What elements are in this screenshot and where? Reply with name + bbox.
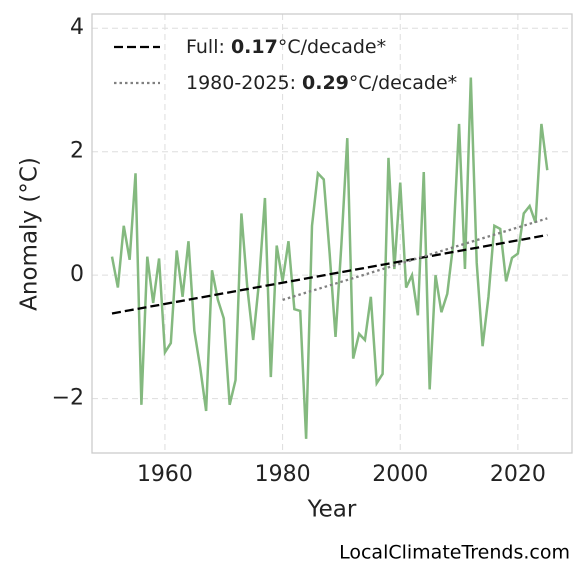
- legend-label: 1980-2025: 0.29°C/decade*: [186, 72, 457, 94]
- legend-label-part: Full:: [186, 36, 231, 58]
- x-tick-label: 1980: [255, 462, 311, 487]
- legend-label-part: °C/decade*: [278, 36, 386, 58]
- series-line: [110, 77, 549, 439]
- x-tick-label: 1960: [137, 462, 193, 487]
- plot-frame: [91, 13, 573, 454]
- y-tick-label: 2: [70, 139, 84, 164]
- legend-label-part: 1980-2025:: [186, 72, 302, 94]
- x-tick-label: 2000: [372, 462, 428, 487]
- y-tick-label: 0: [70, 262, 84, 287]
- y-tick-label: 4: [70, 15, 84, 40]
- series-line: [282, 217, 548, 301]
- y-tick-label: −2: [52, 386, 84, 411]
- x-tick-label: 2020: [490, 462, 546, 487]
- legend-label-part: 0.29: [302, 72, 349, 94]
- series-line: [111, 233, 548, 315]
- y-axis-label: Anomaly (°C): [17, 157, 43, 311]
- x-axis-label: Year: [307, 497, 357, 523]
- legend-label-part: °C/decade*: [349, 72, 457, 94]
- legend-label-part: 0.17: [231, 36, 278, 58]
- legend-label: Full: 0.17°C/decade*: [186, 36, 386, 58]
- source: LocalClimateTrends.com: [339, 542, 570, 564]
